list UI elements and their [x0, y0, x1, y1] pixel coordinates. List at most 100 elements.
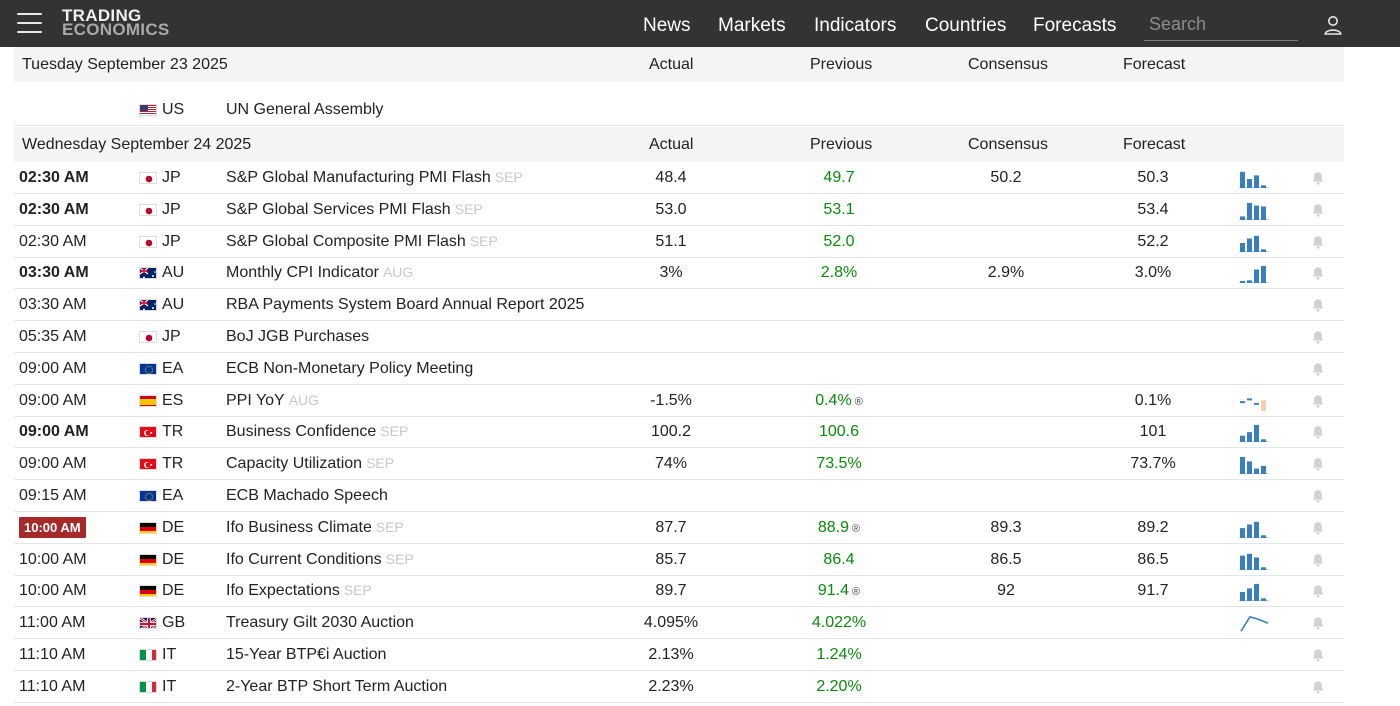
- event-title[interactable]: Monthly CPI Indicator: [226, 264, 379, 282]
- user-icon[interactable]: [1322, 14, 1344, 36]
- event-name[interactable]: Ifo Business Climate SEP: [226, 519, 404, 537]
- sparkline-chart-icon[interactable]: [1239, 202, 1271, 220]
- event-title[interactable]: 2-Year BTP Short Term Auction: [226, 677, 448, 695]
- country-code[interactable]: DE: [162, 518, 185, 536]
- event-name[interactable]: 2-Year BTP Short Term Auction: [226, 678, 447, 696]
- sparkline-chart-icon[interactable]: [1239, 170, 1271, 188]
- event-title[interactable]: PPI YoY: [226, 391, 285, 409]
- event-title[interactable]: 15-Year BTP€i Auction: [226, 646, 387, 663]
- table-row[interactable]: 11:10 AM IT 2-Year BTP Short Term Auction 2…: [14, 671, 1344, 703]
- table-row[interactable]: 03:30 AM AU Monthly CPI Indicator AUG 3% 2.8%…: [14, 257, 1344, 290]
- nav-forecasts[interactable]: Forecasts: [1033, 15, 1117, 36]
- country-code[interactable]: JP: [162, 200, 181, 218]
- event-name[interactable]: 15-Year BTP€i Auction: [226, 646, 386, 664]
- event-name[interactable]: Business Confidence SEP: [226, 423, 408, 441]
- country-code[interactable]: AU: [162, 264, 185, 282]
- country-code[interactable]: TR: [162, 455, 184, 473]
- column-header-previous[interactable]: Previous: [810, 136, 873, 153]
- column-header-forecast[interactable]: Forecast: [1123, 136, 1186, 153]
- table-row[interactable]: 09:15 AM EA ECB Machado Speech: [14, 480, 1344, 512]
- bell-icon[interactable]: [1310, 552, 1326, 568]
- event-name[interactable]: UN General Assembly: [226, 101, 383, 119]
- site-logo[interactable]: TRADING ECONOMICS: [62, 7, 170, 38]
- nav-countries[interactable]: Countries: [925, 15, 1007, 36]
- event-name[interactable]: RBA Payments System Board Annual Report …: [226, 296, 584, 314]
- bell-icon[interactable]: [1310, 679, 1326, 695]
- event-title[interactable]: Business Confidence: [226, 423, 377, 441]
- bell-icon[interactable]: [1310, 202, 1326, 218]
- table-row[interactable]: 11:10 AM IT 15-Year BTP€i Auction 2.13% 1.24…: [14, 639, 1344, 671]
- event-title[interactable]: S&P Global Services PMI Flash: [226, 200, 451, 218]
- column-header-consensus[interactable]: Consensus: [968, 56, 1049, 73]
- event-title[interactable]: RBA Payments System Board Annual Report …: [226, 296, 585, 314]
- nav-markets[interactable]: Markets: [718, 15, 786, 36]
- event-name[interactable]: BoJ JGB Purchases: [226, 328, 369, 346]
- country-code[interactable]: JP: [162, 232, 181, 250]
- column-header-forecast[interactable]: Forecast: [1123, 56, 1186, 73]
- sparkline-chart-icon[interactable]: [1239, 583, 1271, 602]
- event-title[interactable]: BoJ JGB Purchases: [226, 328, 370, 345]
- country-code[interactable]: US: [162, 101, 185, 118]
- table-row[interactable]: 02:30 AM JP S&P Global Manufacturing PMI F…: [14, 162, 1344, 194]
- country-code[interactable]: GB: [162, 614, 186, 632]
- event-title[interactable]: Treasury Gilt 2030 Auction: [226, 614, 414, 632]
- event-name[interactable]: Treasury Gilt 2030 Auction: [226, 614, 414, 632]
- sparkline-chart-icon[interactable]: [1239, 424, 1271, 443]
- country-code[interactable]: JP: [162, 169, 181, 186]
- table-row[interactable]: 10:00 AM DE Ifo Business Climate SEP 87.7 88.…: [14, 512, 1344, 544]
- menu-icon[interactable]: [17, 13, 42, 33]
- country-code[interactable]: IT: [162, 646, 177, 663]
- event-name[interactable]: Ifo Expectations SEP: [226, 582, 372, 600]
- table-row[interactable]: 05:35 AM JP BoJ JGB Purchases: [14, 321, 1344, 353]
- table-row[interactable]: 09:00 AM EA ECB Non-Monetary Policy Meetin…: [14, 353, 1344, 385]
- event-name[interactable]: S&P Global Manufacturing PMI Flash SEP: [226, 169, 523, 187]
- event-name[interactable]: S&P Global Composite PMI Flash SEP: [226, 233, 498, 251]
- table-row[interactable]: 10:00 AM DE Ifo Expectations SEP 89.7 91.4 ® 92…: [14, 575, 1344, 608]
- bell-icon[interactable]: [1310, 234, 1326, 250]
- country-code[interactable]: ES: [162, 391, 184, 409]
- table-row[interactable]: US UN General Assembly: [14, 94, 1344, 126]
- bell-icon[interactable]: [1310, 393, 1326, 409]
- column-header-previous[interactable]: Previous: [810, 56, 873, 73]
- event-title[interactable]: ECB Machado Speech: [226, 487, 388, 504]
- table-row[interactable]: 10:00 AM DE Ifo Current Conditions SEP 85.7 8…: [14, 544, 1344, 576]
- bell-icon[interactable]: [1310, 265, 1326, 281]
- event-title[interactable]: ECB Non-Monetary Policy Meeting: [226, 359, 474, 377]
- table-row[interactable]: 09:00 AM TR Capacity Utilization SEP 74% 73.5…: [14, 448, 1344, 481]
- table-row[interactable]: 11:00 AM GB Treasury Gilt 2030 Auction 4.09…: [14, 607, 1344, 640]
- event-title[interactable]: S&P Global Manufacturing PMI Flash: [226, 169, 491, 186]
- nav-indicators[interactable]: Indicators: [814, 15, 897, 36]
- country-code[interactable]: DE: [162, 550, 185, 568]
- table-row[interactable]: 02:30 AM JP S&P Global Services PMI Flash S…: [14, 194, 1344, 226]
- search-input[interactable]: [1144, 9, 1298, 41]
- country-code[interactable]: EA: [162, 359, 184, 377]
- bell-icon[interactable]: [1310, 583, 1326, 599]
- sparkline-chart-icon[interactable]: [1239, 456, 1271, 475]
- event-name[interactable]: Monthly CPI Indicator AUG: [226, 264, 413, 282]
- country-code[interactable]: EA: [162, 487, 184, 504]
- event-name[interactable]: Capacity Utilization SEP: [226, 455, 394, 473]
- table-row[interactable]: 02:30 AM JP S&P Global Composite PMI Flash…: [14, 226, 1344, 258]
- event-name[interactable]: PPI YoY AUG: [226, 392, 319, 410]
- sparkline-chart-icon[interactable]: [1239, 265, 1271, 284]
- event-title[interactable]: UN General Assembly: [226, 101, 384, 118]
- country-code[interactable]: AU: [162, 296, 185, 314]
- column-header-actual[interactable]: Actual: [649, 136, 694, 153]
- event-title[interactable]: Capacity Utilization: [226, 455, 363, 473]
- event-title[interactable]: Ifo Expectations: [226, 582, 340, 600]
- sparkline-chart-icon[interactable]: [1239, 520, 1271, 538]
- event-name[interactable]: Ifo Current Conditions SEP: [226, 551, 414, 569]
- column-header-consensus[interactable]: Consensus: [968, 136, 1049, 153]
- bell-icon[interactable]: [1310, 647, 1326, 663]
- bell-icon[interactable]: [1310, 424, 1326, 440]
- event-name[interactable]: ECB Non-Monetary Policy Meeting: [226, 360, 473, 378]
- event-title[interactable]: Ifo Business Climate: [226, 518, 372, 536]
- bell-icon[interactable]: [1310, 361, 1326, 377]
- sparkline-chart-icon[interactable]: [1239, 393, 1271, 411]
- sparkline-chart-icon[interactable]: [1239, 234, 1271, 252]
- bell-icon[interactable]: [1310, 615, 1326, 631]
- sparkline-chart-icon[interactable]: [1239, 552, 1271, 570]
- country-code[interactable]: TR: [162, 423, 184, 441]
- event-name[interactable]: ECB Machado Speech: [226, 487, 388, 505]
- column-header-actual[interactable]: Actual: [649, 56, 694, 73]
